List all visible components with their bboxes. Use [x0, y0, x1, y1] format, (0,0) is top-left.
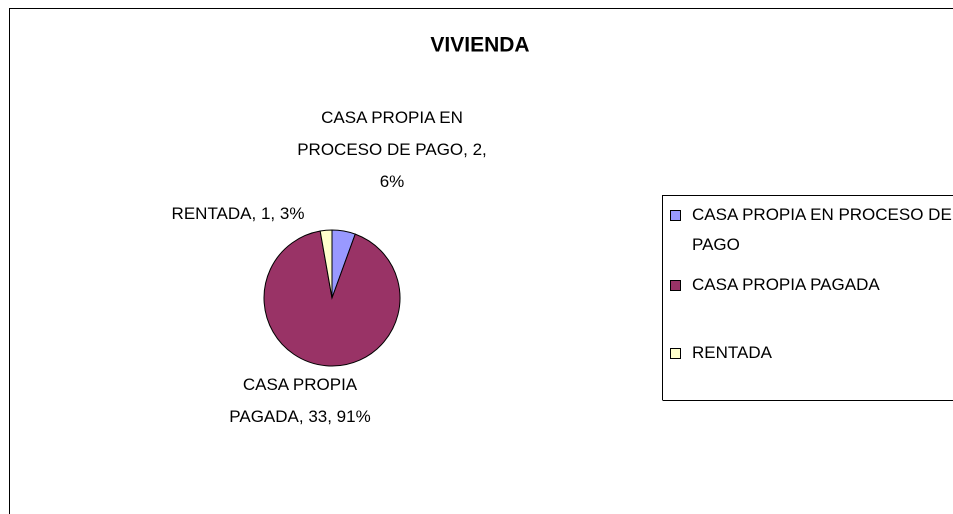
data-label: CASA PROPIA PAGADA, 33, 91% — [229, 375, 371, 426]
legend-swatch — [670, 280, 681, 291]
legend-label: CASA PROPIA PAGADA — [692, 275, 880, 294]
legend-swatch — [670, 210, 681, 221]
legend-label: CASA PROPIA EN PROCESO DE PAGO — [692, 205, 952, 254]
data-label: RENTADA, 1, 3% — [171, 204, 305, 223]
legend-border — [662, 195, 953, 401]
chart-title: VIVIENDA — [430, 34, 529, 57]
chart-border — [9, 8, 953, 514]
pie-slice — [263, 230, 401, 367]
legend-swatch — [670, 348, 681, 359]
data-label: CASA PROPIA EN PROCESO DE PAGO, 2, 6% — [297, 108, 487, 191]
legend-label: RENTADA — [692, 343, 772, 362]
pie-slice — [319, 229, 333, 299]
